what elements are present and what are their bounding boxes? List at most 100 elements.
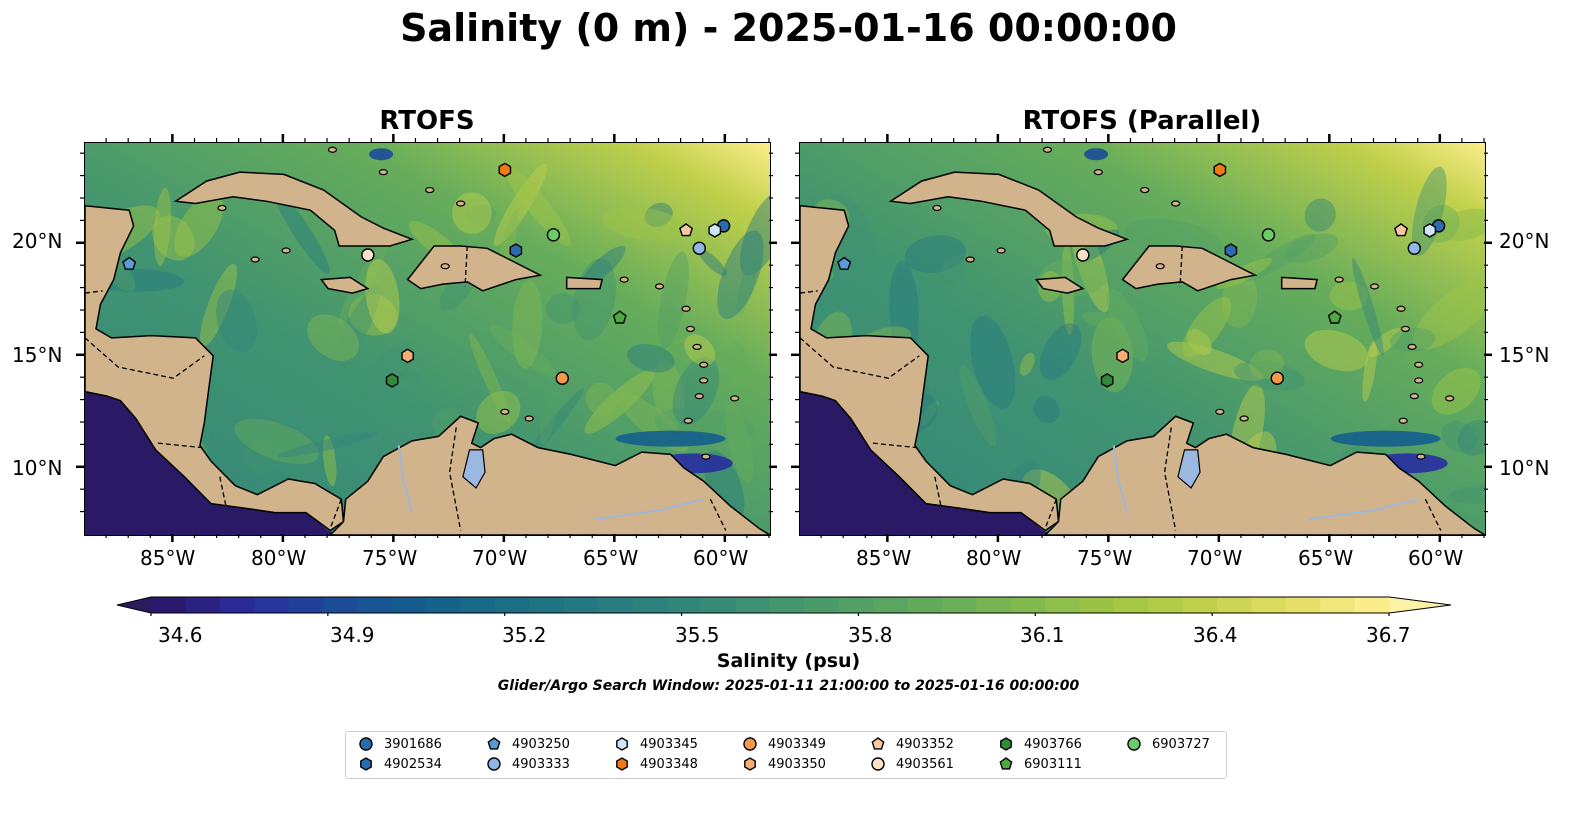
colorbar-tick-label: 34.9 <box>330 623 375 647</box>
salinity-eddy <box>365 259 400 334</box>
legend-marker-4903333 <box>487 757 501 771</box>
float-marker-4903348 <box>498 162 512 178</box>
island <box>327 146 338 153</box>
legend-marker-icon <box>616 757 628 771</box>
salinity-eddy <box>736 235 763 317</box>
colorbar-segment <box>941 597 977 613</box>
island <box>1398 417 1408 424</box>
colorbar-segment <box>1113 597 1149 613</box>
legend-marker-6903111 <box>999 757 1013 770</box>
salinity-eddy <box>545 293 581 324</box>
legend-label: 4903350 <box>768 756 826 772</box>
colorbar-segment <box>1148 597 1184 613</box>
salinity-eddy <box>1039 323 1082 380</box>
map-canvas <box>85 143 770 535</box>
salinity-eddy <box>1368 327 1403 358</box>
salinity-eddy <box>1423 194 1485 227</box>
island <box>694 393 704 400</box>
river <box>397 445 704 521</box>
island <box>378 169 388 176</box>
island <box>1396 305 1406 312</box>
float-marker-4903348 <box>1213 162 1227 178</box>
colorbar-tick-label: 36.1 <box>1020 623 1065 647</box>
freshwater-plume <box>615 430 726 447</box>
legend-label: 4903561 <box>896 756 954 772</box>
colorbar-segment <box>254 597 290 613</box>
float-marker-6903727 <box>546 228 561 242</box>
island <box>1093 169 1103 176</box>
island <box>681 305 691 312</box>
island <box>1140 186 1150 194</box>
salinity-eddy <box>919 400 939 427</box>
colorbar-segment <box>185 597 221 613</box>
salinity-eddy <box>601 206 686 242</box>
colorbar-segment <box>494 597 530 613</box>
colorbar-segment <box>460 597 496 613</box>
salinity-eddy <box>904 235 967 273</box>
colorbar-segment <box>598 597 634 613</box>
lake-maracaibo <box>462 449 486 489</box>
legend-item-4903345: 4903345 <box>614 736 698 752</box>
legend-marker-icon <box>360 757 372 771</box>
salinity-eddy <box>1166 341 1264 381</box>
float-marker-6903111 <box>1327 310 1342 324</box>
salinity-eddy <box>465 204 496 225</box>
float-marker-4903250 <box>122 256 137 270</box>
legend-marker-icon <box>743 737 757 751</box>
legend-item-6903111: 6903111 <box>998 756 1082 772</box>
salinity-eddy <box>332 285 381 372</box>
colorbar-segment <box>701 597 737 613</box>
freshwater-plume <box>1084 148 1109 161</box>
lon-tick-label: 80°W <box>251 546 307 570</box>
legend-marker-icon <box>1000 737 1012 751</box>
float-marker-4903333 <box>692 241 706 255</box>
float-marker-4903561 <box>1076 248 1090 262</box>
lat-tick-label: 20°N <box>1499 229 1550 253</box>
country-border <box>800 246 1442 531</box>
salinity-eddy <box>672 357 719 426</box>
colorbar-segment <box>838 597 874 613</box>
freshwater-plume <box>369 148 394 161</box>
salinity-eddy <box>697 248 727 277</box>
legend-item-4903250: 4903250 <box>486 736 570 752</box>
colorbar-tick-label: 35.5 <box>675 623 720 647</box>
legend-marker-icon <box>871 737 885 750</box>
colorbar-segment <box>529 597 565 613</box>
colorbar-segment <box>770 597 805 613</box>
legend-label: 3901686 <box>384 736 442 752</box>
island <box>1215 408 1225 415</box>
river <box>1112 445 1419 521</box>
island <box>281 247 291 254</box>
float-marker-4903349 <box>555 371 569 385</box>
salinity-eddy <box>684 334 716 366</box>
salinity-eddy <box>1019 352 1035 376</box>
salinity-eddy <box>1438 208 1485 241</box>
float-marker-4902534 <box>509 243 523 258</box>
colorbar-segment <box>632 597 668 613</box>
salinity-eddy <box>959 364 997 446</box>
south-america <box>329 415 770 535</box>
legend-marker-4903348 <box>616 757 628 771</box>
legend-marker-4902534 <box>360 757 372 771</box>
legend-marker-4903766 <box>1000 737 1012 751</box>
salinity-eddy <box>585 382 618 416</box>
legend-marker-icon <box>871 757 885 771</box>
panel-title-left: RTOFS <box>379 106 475 136</box>
float-marker-4903345 <box>1423 223 1437 238</box>
legend-marker-4903349 <box>743 737 757 751</box>
float-marker-4902534 <box>1224 243 1238 258</box>
island <box>500 408 510 415</box>
colorbar-tick-label: 35.2 <box>502 623 547 647</box>
island <box>654 283 665 290</box>
salinity-eddy <box>1362 340 1377 402</box>
lon-tick-label: 65°W <box>583 546 639 570</box>
legend-label: 4903352 <box>896 736 954 752</box>
float-marker-4903349 <box>1270 371 1284 385</box>
legend-marker-icon <box>487 757 501 771</box>
island <box>730 395 740 402</box>
float-marker-4903352 <box>1394 223 1409 237</box>
island <box>692 343 702 350</box>
colorbar-tick-label: 34.6 <box>158 623 203 647</box>
legend-label: 6903111 <box>1024 756 1082 772</box>
island <box>1407 343 1417 350</box>
